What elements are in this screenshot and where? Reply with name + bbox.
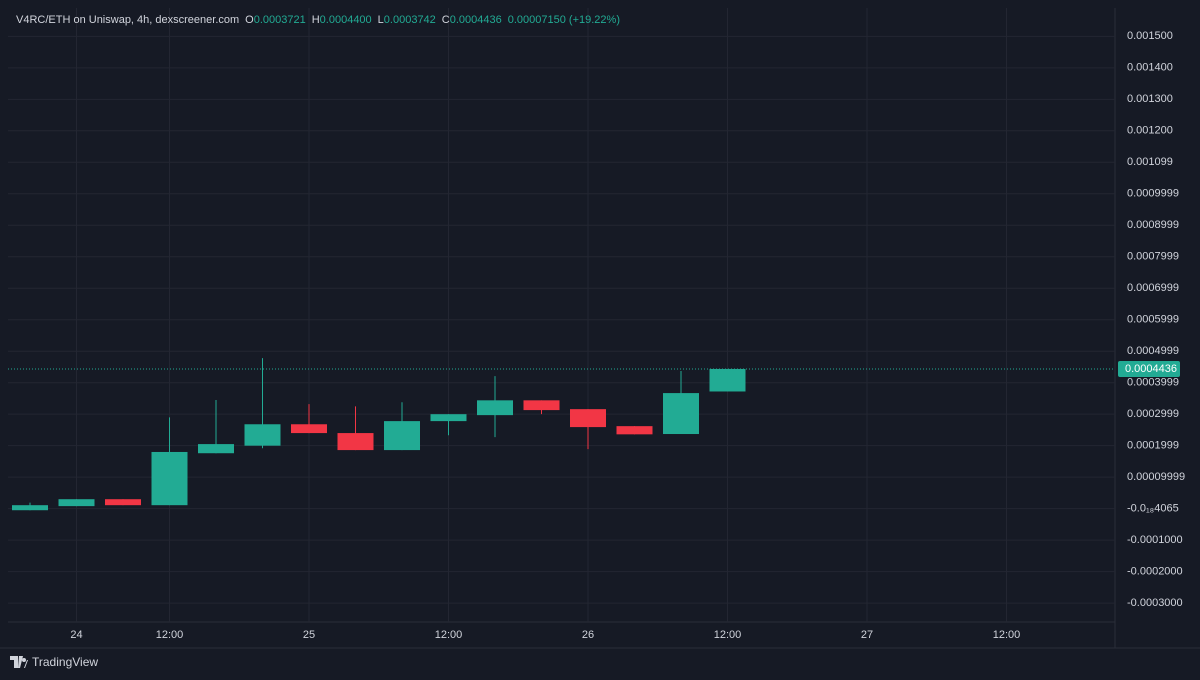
y-tick-label: 0.0005999 xyxy=(1127,314,1179,326)
candle-body xyxy=(105,499,141,506)
candle-body xyxy=(570,409,606,428)
x-tick-label: 26 xyxy=(582,629,594,641)
x-tick-label: 12:00 xyxy=(156,629,184,641)
ohlc-value: 0.0004436 xyxy=(449,14,502,26)
candle-body xyxy=(291,424,327,434)
candle-body xyxy=(523,400,560,411)
y-tick-label: 0.0006999 xyxy=(1127,282,1179,294)
candle-body xyxy=(151,451,188,506)
ohlc-value: 0.0004400 xyxy=(319,14,372,26)
y-tick-label: 0.001500 xyxy=(1127,30,1173,42)
candle-body xyxy=(12,505,48,511)
ohlc-value: 0.0003721 xyxy=(253,14,306,26)
brand: TradingView xyxy=(10,655,98,669)
y-tick-label: 0.0002999 xyxy=(1127,408,1179,420)
last-price-box xyxy=(1118,360,1180,377)
candle-body xyxy=(430,414,467,422)
y-tick-label: 0.001099 xyxy=(1127,156,1173,168)
y-tick-label: 0.0008999 xyxy=(1127,219,1179,231)
y-tick-label: -0.0003000 xyxy=(1127,597,1183,609)
y-tick-label: 0.001400 xyxy=(1127,62,1173,74)
x-tick-label: 12:00 xyxy=(714,629,742,641)
y-tick-label: 0.00009999 xyxy=(1127,471,1185,483)
last-price-label: 0.0004436 xyxy=(1125,363,1177,375)
candle-body xyxy=(384,421,420,451)
ohlc-item: H0.0004400 xyxy=(312,14,372,26)
ohlc-key: O xyxy=(245,14,254,26)
candle-body xyxy=(616,426,653,435)
candle-body xyxy=(663,393,699,435)
y-tick-label: 0.0009999 xyxy=(1127,188,1179,200)
change: 0.00007150 (+19.22%) xyxy=(507,14,620,26)
candle-body xyxy=(198,444,234,454)
candle-body xyxy=(709,368,746,392)
candle-body xyxy=(244,424,281,446)
ohlc-legend: O0.0003721 H0.0004400 L0.0003742 C0.0004436 xyxy=(245,14,502,26)
x-tick-label: 27 xyxy=(861,629,873,641)
ohlc-item: L0.0003742 xyxy=(378,14,436,26)
y-tick-label: 0.0007999 xyxy=(1127,251,1179,263)
x-tick-label: 25 xyxy=(303,629,315,641)
chart-title: V4RC/ETH on Uniswap, 4h, dexscreener.com xyxy=(16,14,240,26)
y-tick-label: -0.0002000 xyxy=(1127,566,1183,578)
ohlc-key: C xyxy=(441,14,450,26)
ohlc-key: H xyxy=(311,14,320,26)
x-tick-label: 12:00 xyxy=(435,629,463,641)
grid xyxy=(8,8,1115,622)
ohlc-key: L xyxy=(377,14,384,26)
candle-body xyxy=(477,400,513,416)
x-tick-label: 12:00 xyxy=(993,629,1021,641)
ohlc-item: O0.0003721 xyxy=(245,14,306,26)
y-tick-label: 0.001300 xyxy=(1127,93,1173,105)
brand-logo xyxy=(10,656,28,668)
x-tick-label: 24 xyxy=(70,629,82,641)
y-tick-label: 0.001200 xyxy=(1127,125,1173,137)
ohlc-item: C0.0004436 xyxy=(442,14,502,26)
candle-body xyxy=(337,433,374,451)
y-tick-label: 0.0001999 xyxy=(1127,440,1179,452)
y-tick-label: -0.0001000 xyxy=(1127,534,1183,546)
brand-name: TradingView xyxy=(32,655,99,669)
y-tick-label: 0.0003999 xyxy=(1127,377,1179,389)
y-tick-label: -0.0₁₈4065 xyxy=(1127,503,1179,515)
ohlc-value: 0.0003742 xyxy=(383,14,436,26)
y-tick-label: 0.0004999 xyxy=(1127,345,1179,357)
candle-body xyxy=(58,499,95,507)
legend-header: V4RC/ETH on Uniswap, 4h, dexscreener.com… xyxy=(16,14,620,26)
